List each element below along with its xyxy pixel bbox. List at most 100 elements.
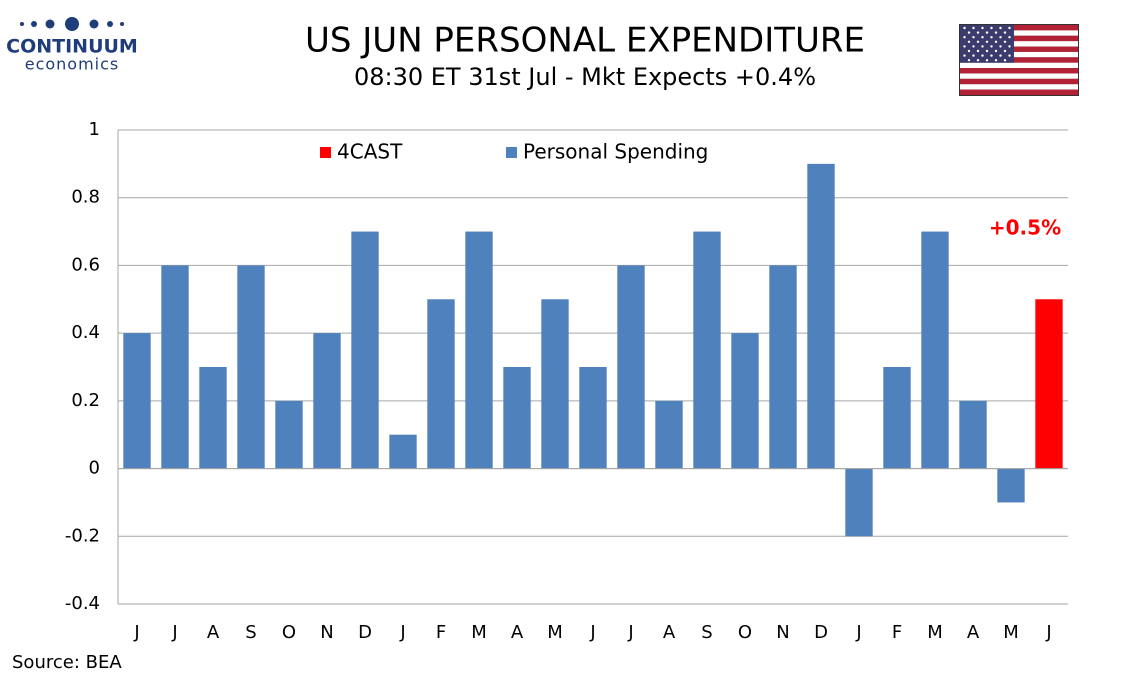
flag-star (963, 36, 966, 39)
flag-star (967, 40, 971, 43)
flag-star (999, 63, 1002, 66)
flag-star (981, 54, 984, 57)
flag-stripe (960, 84, 1078, 90)
flag-stripe (960, 89, 1078, 95)
flag-star (999, 26, 1002, 30)
flag-star (976, 49, 980, 53)
chart-subtitle: 08:30 ET 31st Jul - Mkt Expects +0.4% (354, 63, 816, 91)
flag-star (1008, 45, 1011, 48)
flag-star (1003, 49, 1007, 53)
flag-star (999, 45, 1002, 48)
flag-star (994, 31, 998, 34)
chart-title: US JUN PERSONAL EXPENDITURE (305, 21, 865, 61)
flag-star (972, 36, 975, 39)
flag-star (976, 59, 980, 62)
bar (997, 468, 1025, 503)
flag-stripe (960, 30, 1078, 36)
x-tick-label: J (133, 622, 139, 643)
bar (579, 367, 607, 469)
bar (1035, 299, 1063, 469)
bar (199, 367, 227, 469)
x-tick-label: D (358, 622, 372, 643)
flag-stripe (960, 46, 1078, 52)
x-tick-label: N (776, 622, 789, 643)
flag-star (1003, 40, 1007, 43)
bar (693, 231, 721, 469)
y-tick-label: 0.6 (71, 254, 100, 275)
logo-tagline: economics (25, 55, 120, 74)
flag-star (963, 54, 966, 57)
x-tick-label: A (663, 622, 676, 643)
flag-star (994, 49, 998, 53)
flag-star (981, 26, 984, 30)
flag-star (972, 26, 975, 30)
flag-star (981, 63, 984, 66)
flag-stripe (960, 41, 1078, 47)
bar (313, 333, 341, 469)
bar (731, 333, 759, 469)
flag-star (963, 26, 966, 30)
flag-star (994, 40, 998, 43)
bar (427, 299, 455, 469)
bar (921, 231, 949, 469)
flag-star (999, 36, 1002, 39)
flag-stripe (960, 51, 1078, 58)
x-tick-label: S (245, 622, 256, 643)
flag-star (1008, 26, 1011, 30)
flag-stripe (960, 35, 1078, 42)
flag (959, 24, 1079, 96)
flag-stripe (960, 78, 1078, 85)
bar (959, 400, 987, 469)
bar (123, 333, 151, 469)
y-tick-label: -0.2 (65, 525, 100, 546)
flag-star (1008, 54, 1011, 57)
x-tick-label: A (511, 622, 524, 643)
annotation: +0.5% (989, 216, 1061, 240)
flag-star (990, 45, 993, 48)
bar (503, 367, 531, 469)
bar (465, 231, 493, 469)
bar (769, 265, 797, 469)
x-tick-label: F (892, 622, 902, 643)
bar (541, 299, 569, 469)
legend-swatch (320, 147, 331, 158)
flag-star (985, 59, 989, 62)
bar (389, 434, 417, 469)
flag-star (985, 40, 989, 43)
x-tick-label: J (627, 622, 633, 643)
x-tick-label: N (320, 622, 333, 643)
flag-star (967, 31, 971, 34)
x-tick-label: A (967, 622, 980, 643)
flag-stripe (960, 73, 1078, 79)
logo: CONTINUUM economics (6, 17, 138, 74)
y-tick-label: 1 (89, 119, 100, 140)
y-tick-label: 0.2 (71, 390, 100, 411)
flag-star (985, 31, 989, 34)
bar (275, 400, 303, 469)
flag-star (972, 45, 975, 48)
flag-star (1008, 63, 1011, 66)
bar (351, 231, 379, 469)
source: Source: BEA (12, 652, 122, 673)
flag-star (976, 31, 980, 34)
flag-star (981, 45, 984, 48)
x-tick-label: F (436, 622, 446, 643)
x-tick-label: J (589, 622, 595, 643)
x-tick-label: S (701, 622, 712, 643)
x-tick-label: A (207, 622, 220, 643)
y-tick-label: 0.4 (71, 322, 100, 343)
flag-star (994, 59, 998, 62)
flag-star (967, 59, 971, 62)
flag-star (972, 54, 975, 57)
bar (237, 265, 265, 469)
flag-star (981, 36, 984, 39)
flag-star (990, 26, 993, 30)
x-tick-label: M (927, 622, 943, 643)
x-tick-label: O (282, 622, 296, 643)
bar (161, 265, 189, 469)
flag-star (990, 36, 993, 39)
x-tick-label: O (738, 622, 752, 643)
bar (655, 400, 683, 469)
bar (617, 265, 645, 469)
